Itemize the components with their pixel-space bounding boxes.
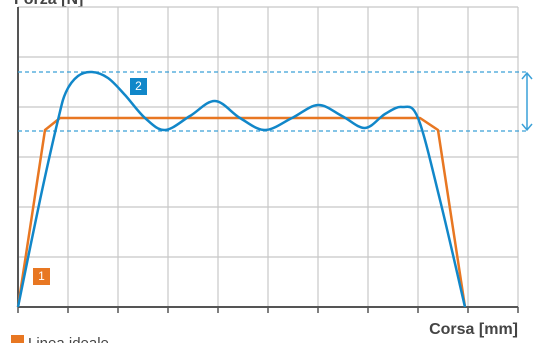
series-line xyxy=(16,70,467,308)
x-axis-label: Corsa [mm] xyxy=(429,321,518,338)
legend-label: Linea ideale xyxy=(28,335,109,343)
series-marker-box xyxy=(33,268,50,285)
series-marker-label: 1 xyxy=(38,269,45,283)
series-marker-box xyxy=(130,78,147,95)
series-line xyxy=(16,116,467,308)
y-axis-label: Forza [N] xyxy=(14,0,83,8)
legend-swatch xyxy=(11,335,24,343)
range-arrow xyxy=(521,71,533,132)
series-marker-label: 2 xyxy=(135,79,142,93)
